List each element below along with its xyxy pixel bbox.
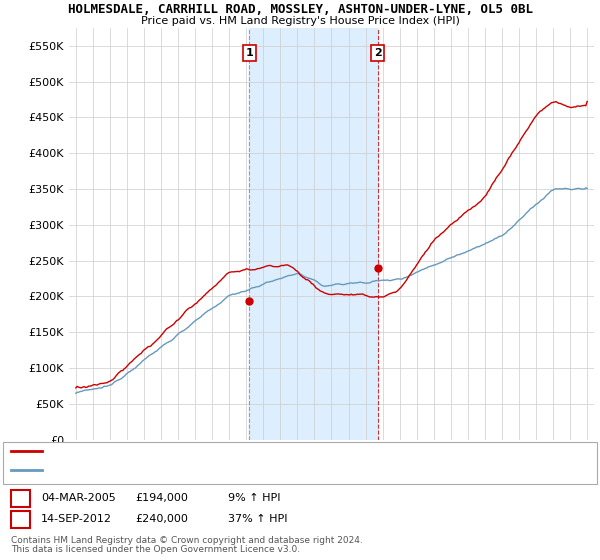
Text: HPI: Average price, detached house, Tameside: HPI: Average price, detached house, Tame… — [45, 465, 272, 475]
Text: £240,000: £240,000 — [135, 514, 188, 524]
Text: Price paid vs. HM Land Registry's House Price Index (HPI): Price paid vs. HM Land Registry's House … — [140, 16, 460, 26]
Text: £194,000: £194,000 — [135, 493, 188, 503]
Text: 04-MAR-2005: 04-MAR-2005 — [41, 493, 116, 503]
Bar — [249, 28, 377, 440]
Text: 1: 1 — [245, 48, 253, 58]
Text: Contains HM Land Registry data © Crown copyright and database right 2024.: Contains HM Land Registry data © Crown c… — [11, 536, 362, 545]
Text: 2: 2 — [374, 48, 382, 58]
Text: 1: 1 — [17, 493, 24, 503]
Text: 9% ↑ HPI: 9% ↑ HPI — [228, 493, 281, 503]
Text: 14-SEP-2012: 14-SEP-2012 — [41, 514, 112, 524]
Text: HOLMESDALE, CARRHILL ROAD, MOSSLEY, ASHTON-UNDER-LYNE, OL5 0BL (detached hou: HOLMESDALE, CARRHILL ROAD, MOSSLEY, ASHT… — [45, 446, 485, 456]
Text: 37% ↑ HPI: 37% ↑ HPI — [228, 514, 287, 524]
Text: This data is licensed under the Open Government Licence v3.0.: This data is licensed under the Open Gov… — [11, 545, 300, 554]
Text: 2: 2 — [17, 514, 24, 524]
Text: HOLMESDALE, CARRHILL ROAD, MOSSLEY, ASHTON-UNDER-LYNE, OL5 0BL: HOLMESDALE, CARRHILL ROAD, MOSSLEY, ASHT… — [67, 3, 533, 16]
